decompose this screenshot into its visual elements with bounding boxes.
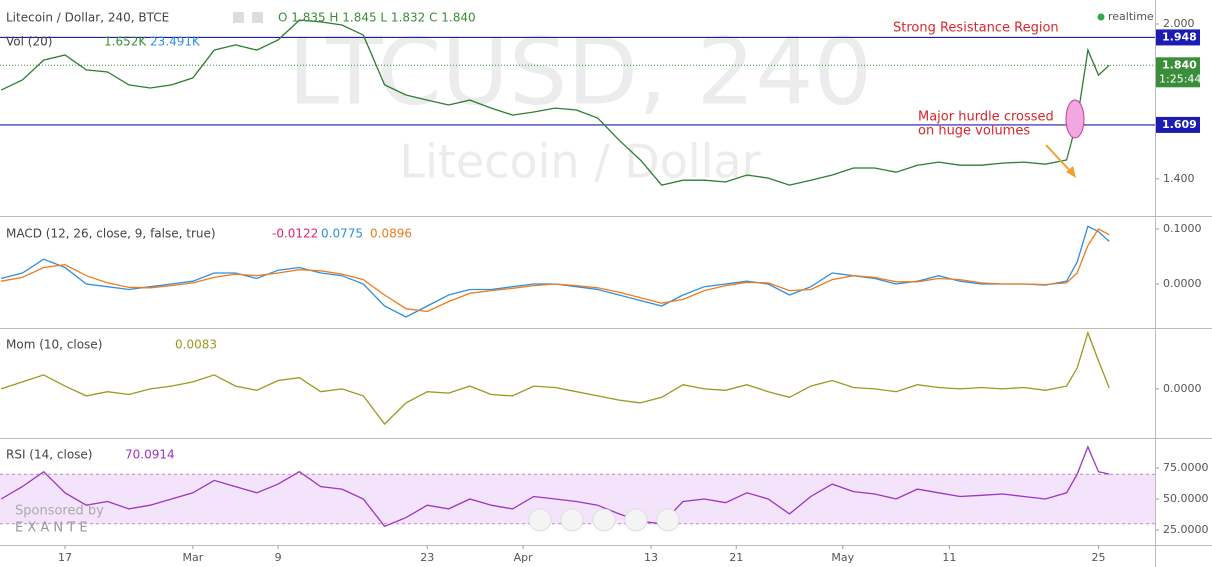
macd-title: MACD (12, 26, close, 9, false, true) bbox=[6, 227, 216, 241]
watermark-symbol: LTCUSD, 240 bbox=[288, 18, 872, 125]
last-price-box bbox=[1156, 57, 1200, 88]
series-line bbox=[0, 225, 1110, 318]
countdown: 1:25:44 bbox=[1159, 72, 1201, 85]
y-tick-label: 50.0000 bbox=[1163, 492, 1209, 505]
x-tick-label: 23 bbox=[420, 551, 434, 564]
y-tick-label: 0.0000 bbox=[1163, 277, 1202, 290]
annotation: Strong Resistance Region bbox=[893, 21, 1059, 36]
y-tick-label: 1.400 bbox=[1163, 172, 1195, 185]
nav-button[interactable] bbox=[624, 508, 648, 532]
panes: 17 Mar 9 23 Apr 13 21 May 11 25 2.000 1.400 1.948 1.6… bbox=[0, 17, 1209, 564]
y-tick-label: 0.1000 bbox=[1163, 222, 1202, 235]
volume-title: Vol (20) bbox=[6, 35, 52, 49]
x-tick-label: 17 bbox=[58, 551, 72, 564]
x-tick-label: 21 bbox=[729, 551, 743, 564]
x-tick-label: Apr bbox=[514, 551, 534, 564]
x-tick-label: 25 bbox=[1092, 551, 1106, 564]
ohlc: O 1.835 H 1.845 L 1.832 C 1.840 bbox=[278, 11, 476, 25]
nav-button[interactable] bbox=[528, 508, 552, 532]
last-price-label: 1.840 bbox=[1162, 58, 1197, 71]
annotation: on huge volumes bbox=[918, 124, 1030, 139]
nav-button[interactable] bbox=[560, 508, 584, 532]
price-label: 1.948 bbox=[1162, 30, 1197, 43]
nav-button[interactable] bbox=[656, 508, 680, 532]
price-label-box bbox=[1156, 116, 1200, 133]
series-line bbox=[0, 19, 1110, 186]
y-tick-label: 2.000 bbox=[1163, 17, 1195, 30]
mom-value: 0.0083 bbox=[175, 338, 217, 352]
rsi-value: 70.0914 bbox=[125, 448, 175, 462]
y-tick-label: 0.0000 bbox=[1163, 382, 1202, 395]
y-tick-label: 75.0000 bbox=[1163, 461, 1209, 474]
x-tick-label: May bbox=[831, 551, 854, 564]
series-line bbox=[0, 228, 1110, 313]
price-label: 1.609 bbox=[1162, 118, 1197, 131]
icon[interactable] bbox=[233, 12, 244, 23]
arrow-head bbox=[1066, 166, 1076, 178]
realtime: realtime bbox=[1108, 10, 1154, 23]
realtime-dot bbox=[1097, 13, 1105, 21]
rsi-title: RSI (14, close) bbox=[6, 448, 92, 462]
mom-title: Mom (10, close) bbox=[6, 338, 102, 352]
sponsor: Sponsored by bbox=[15, 504, 104, 519]
x-tick-label: Mar bbox=[182, 551, 203, 564]
macd-histogram-value: -0.0122 bbox=[272, 227, 318, 241]
volume-value: 1.652K bbox=[104, 35, 147, 49]
volume-value: 23.491K bbox=[150, 35, 201, 49]
x-tick-label: 11 bbox=[942, 551, 956, 564]
price-label-box bbox=[1156, 29, 1200, 46]
x-tick-label: 9 bbox=[275, 551, 282, 564]
series-line bbox=[0, 445, 1110, 528]
sponsor-name: E X A N T E bbox=[15, 521, 88, 536]
signal-value: 0.0896 bbox=[370, 227, 412, 241]
series-line bbox=[0, 330, 1110, 425]
symbol-title: Litecoin / Dollar, 240, BTCE bbox=[6, 11, 169, 25]
highlight-ellipse bbox=[1065, 99, 1085, 139]
nav-button[interactable] bbox=[592, 508, 616, 532]
annotation: Major hurdle crossed bbox=[918, 110, 1054, 125]
watermark-name: Litecoin / Dollar bbox=[399, 135, 760, 189]
macd-value: 0.0775 bbox=[321, 227, 363, 241]
y-tick-label: 25.0000 bbox=[1163, 523, 1209, 536]
arrow bbox=[1045, 144, 1073, 174]
x-tick-label: 13 bbox=[644, 551, 658, 564]
icon[interactable] bbox=[252, 12, 263, 23]
